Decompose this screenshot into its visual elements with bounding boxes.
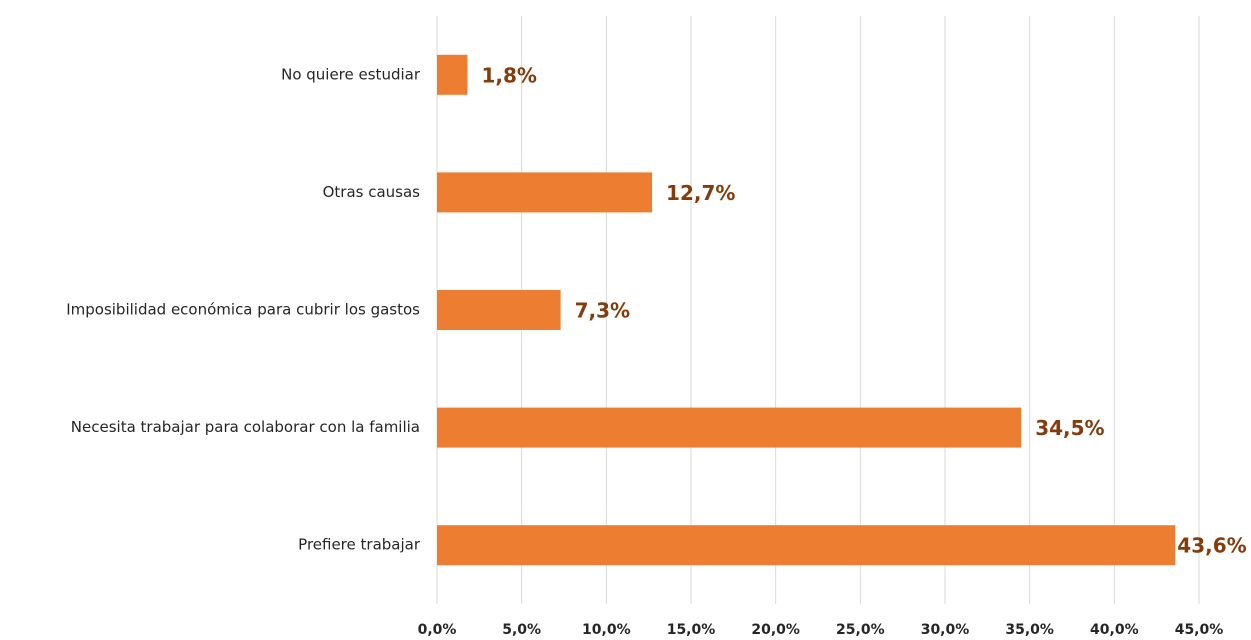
value-label: 12,7%: [666, 181, 735, 205]
bar: [437, 290, 561, 330]
category-label: Imposibilidad económica para cubrir los …: [66, 301, 420, 319]
x-tick-label: 45,0%: [1175, 622, 1224, 638]
category-label: Prefiere trabajar: [298, 536, 421, 554]
x-tick-label: 25,0%: [836, 622, 885, 638]
value-label: 7,3%: [575, 299, 630, 323]
bar: [437, 407, 1022, 448]
x-tick-label: 10,0%: [582, 622, 631, 638]
value-label: 34,5%: [1035, 416, 1104, 440]
x-tick-label: 15,0%: [667, 622, 716, 638]
x-tick-label: 35,0%: [1005, 622, 1054, 638]
bar: [437, 525, 1176, 566]
x-tick-label: 5,0%: [502, 622, 541, 638]
x-tick-label: 40,0%: [1090, 622, 1139, 638]
x-tick-label: 30,0%: [921, 622, 970, 638]
value-label: 43,6%: [1177, 534, 1246, 558]
value-label: 1,8%: [481, 63, 536, 87]
bar: [437, 172, 653, 213]
category-label: Necesita trabajar para colaborar con la …: [71, 418, 420, 436]
category-label: Otras causas: [323, 183, 421, 201]
category-label: No quiere estudiar: [281, 65, 421, 83]
x-tick-label: 20,0%: [751, 622, 800, 638]
x-tick-label: 0,0%: [418, 622, 457, 638]
bar: [437, 54, 468, 95]
